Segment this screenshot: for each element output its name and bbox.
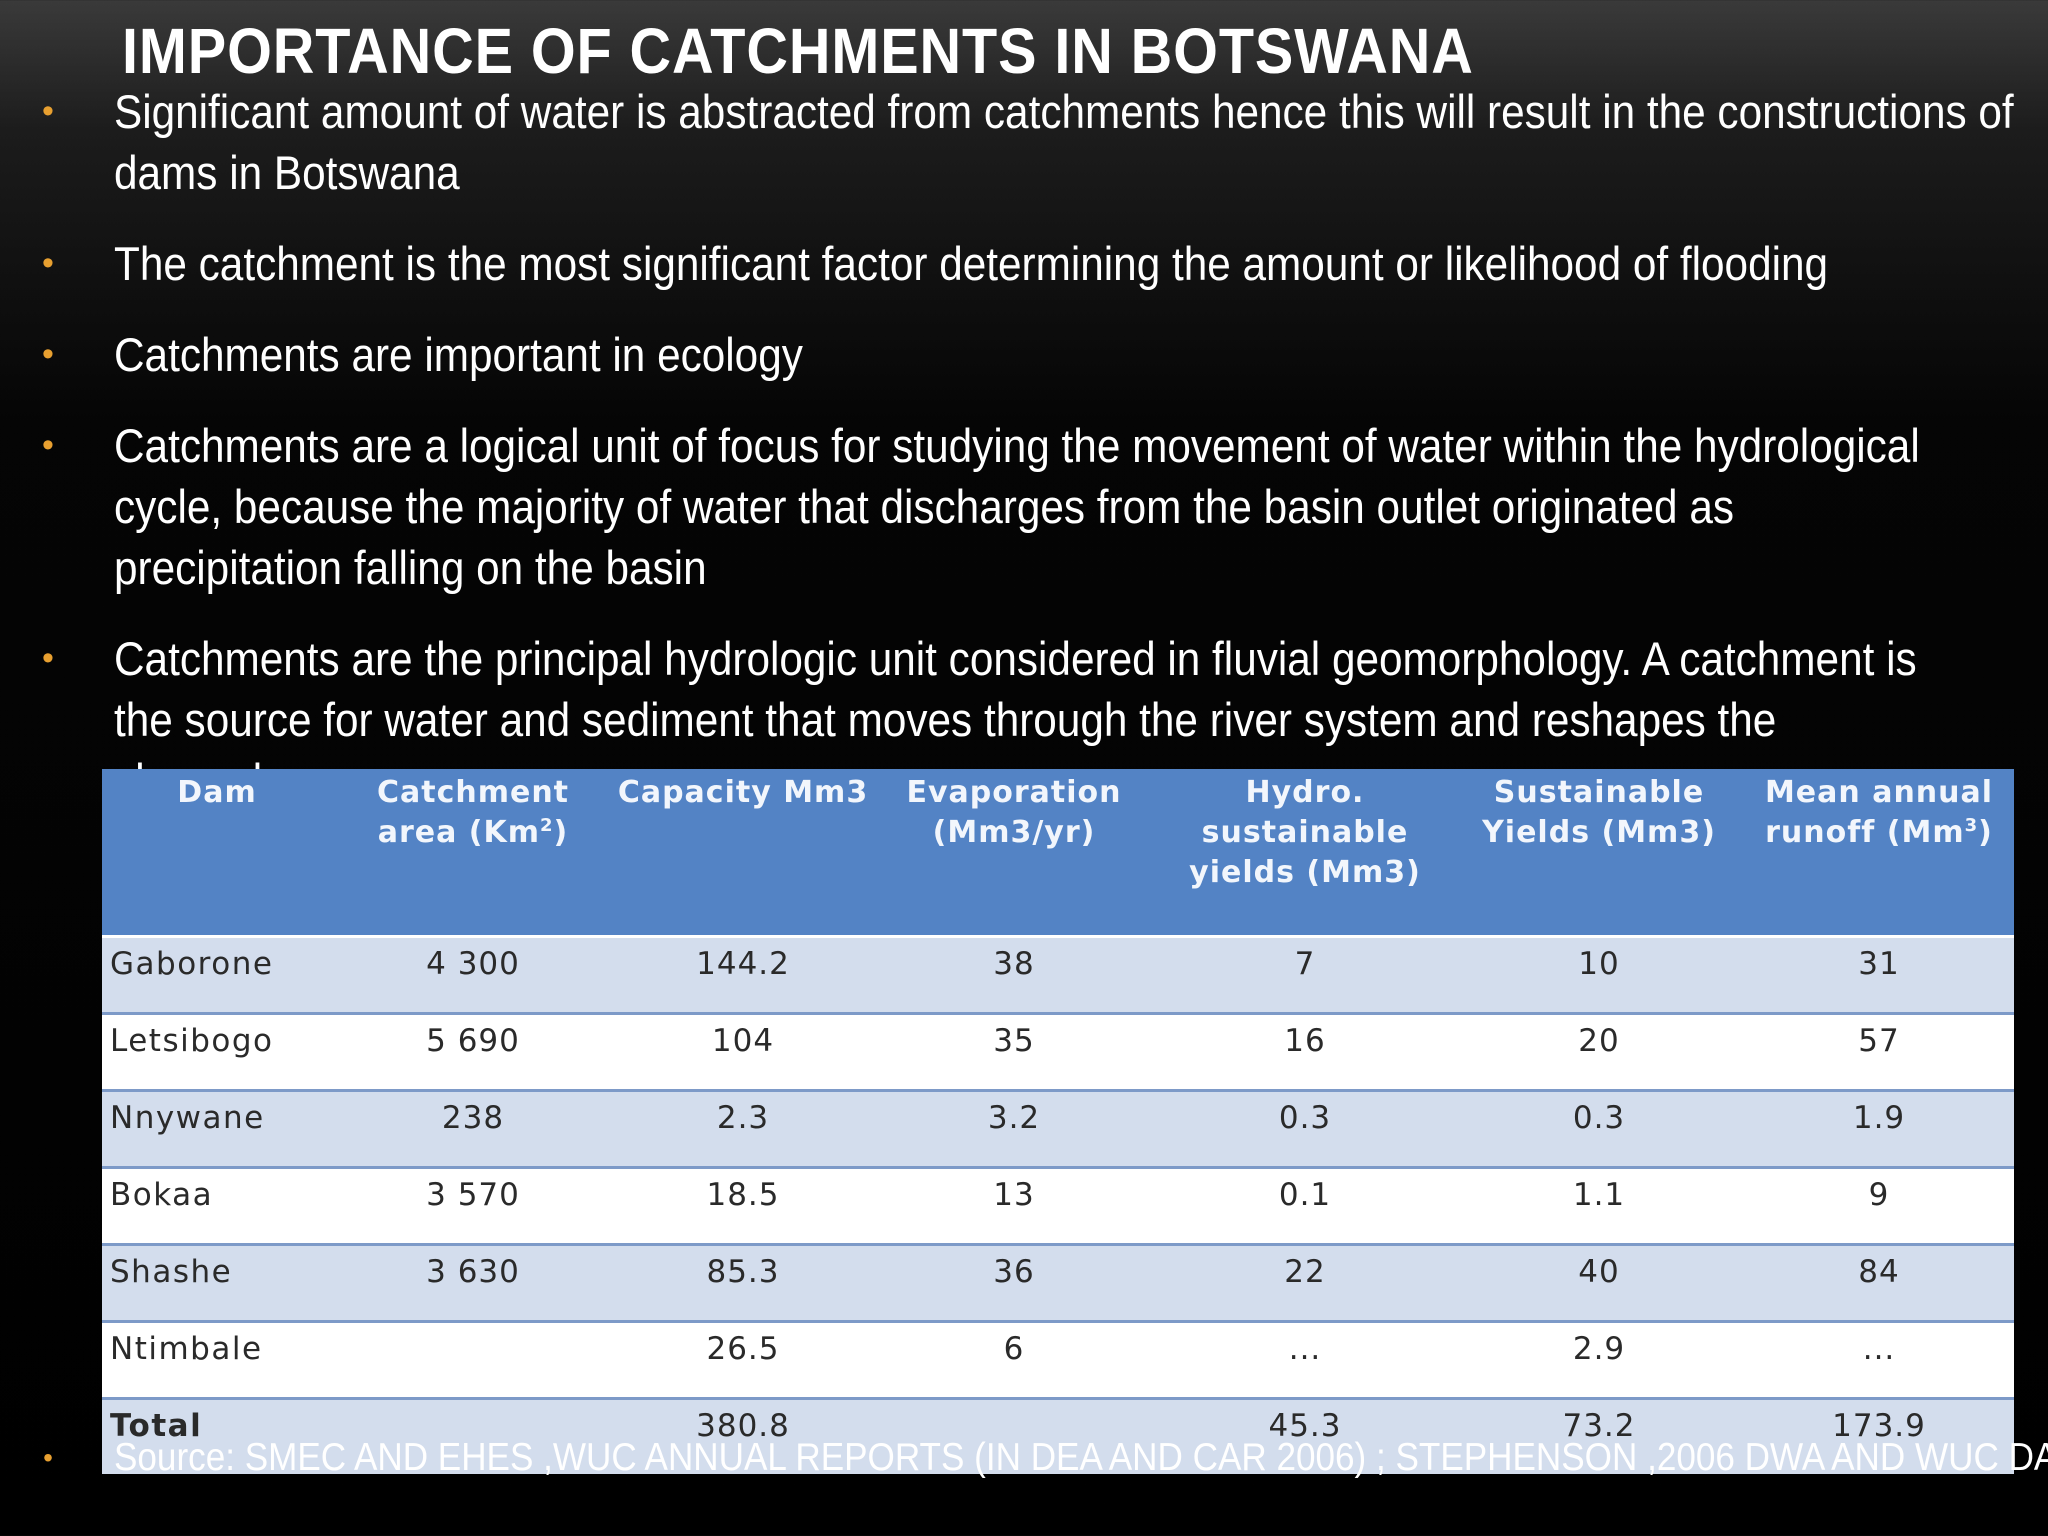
- table-cell: 1.1: [1454, 1167, 1744, 1246]
- bullet-text: Catchments are the principal hydrologic …: [114, 632, 1917, 807]
- table-cell: 3 630: [332, 1244, 614, 1323]
- table-cell: 380.8: [614, 1398, 872, 1474]
- table-cell: ...: [1156, 1321, 1454, 1400]
- table-cell: [332, 1321, 614, 1400]
- table-cell: 22: [1156, 1244, 1454, 1323]
- table-cell: 35: [872, 1013, 1156, 1092]
- bullet-dot-icon: •: [42, 426, 54, 464]
- bullet-dot-icon: •: [42, 92, 54, 130]
- table-cell: 36: [872, 1244, 1156, 1323]
- table-cell: 26.5: [614, 1321, 872, 1400]
- table-cell: 7: [1156, 936, 1454, 1015]
- table-cell: 18.5: [614, 1167, 872, 1246]
- slide-title: IMPORTANCE OF CATCHMENTS IN BOTSWANA: [122, 15, 1474, 87]
- table-cell: 85.3: [614, 1244, 872, 1323]
- table-cell: 40: [1454, 1244, 1744, 1323]
- table-cell: 84: [1744, 1244, 2014, 1323]
- table-cell: 20: [1454, 1013, 1744, 1092]
- table-cell: 5 690: [332, 1013, 614, 1092]
- table-cell: Total: [102, 1398, 332, 1474]
- header-evaporation: Evaporation (Mm3/yr): [872, 769, 1156, 938]
- header-sustainable-yields: Sustainable Yields (Mm3): [1454, 769, 1744, 938]
- header-dam: Dam: [102, 769, 332, 938]
- table-cell: 3 570: [332, 1167, 614, 1246]
- header-hydro-yields: Hydro. sustainable yields (Mm3): [1156, 769, 1454, 938]
- table-row: Ntimbale 26.5 6 ... 2.9 ...: [102, 1321, 2014, 1400]
- table-cell: 0.1: [1156, 1167, 1454, 1246]
- table-cell: 45.3: [1156, 1398, 1454, 1474]
- table-header-row: Dam Catchment area (Km2) Capacity Mm3 Ev…: [102, 769, 2014, 938]
- table-cell: 0.3: [1454, 1090, 1744, 1169]
- table-cell: 238: [332, 1090, 614, 1169]
- table-cell: 3.2: [872, 1090, 1156, 1169]
- table-cell: Nnywane: [102, 1090, 332, 1169]
- table-cell: 10: [1454, 936, 1744, 1015]
- table-cell: Ntimbale: [102, 1321, 332, 1400]
- table-cell: 6: [872, 1321, 1156, 1400]
- table-cell: 2.9: [1454, 1321, 1744, 1400]
- table-cell: ...: [1744, 1321, 2014, 1400]
- table-cell: Bokaa: [102, 1167, 332, 1246]
- table-cell: 0.3: [1156, 1090, 1454, 1169]
- table-cell: [872, 1398, 1156, 1474]
- table-row: Bokaa 3 570 18.5 13 0.1 1.1 9: [102, 1167, 2014, 1246]
- table-cell: 31: [1744, 936, 2014, 1015]
- table-cell: Letsibogo: [102, 1013, 332, 1092]
- dam-table-container: Dam Catchment area (Km2) Capacity Mm3 Ev…: [102, 769, 2014, 1474]
- table-cell: 104: [614, 1013, 872, 1092]
- table-cell: [332, 1398, 614, 1474]
- table-cell: 4 300: [332, 936, 614, 1015]
- table-cell: 2.3: [614, 1090, 872, 1169]
- bullet-dot-icon: •: [42, 639, 54, 677]
- bullet-dot-icon: •: [42, 335, 54, 373]
- table-cell: 57: [1744, 1013, 2014, 1092]
- table-cell: 144.2: [614, 936, 872, 1015]
- table-cell: 38: [872, 936, 1156, 1015]
- table-cell: Gaborone: [102, 936, 332, 1015]
- header-mean-runoff: Mean annual runoff (Mm3): [1744, 769, 2014, 938]
- bullet-text: Catchments are important in ecology: [114, 328, 803, 381]
- table-cell: 16: [1156, 1013, 1454, 1092]
- table-row: Nnywane 238 2.3 3.2 0.3 0.3 1.9: [102, 1090, 2014, 1169]
- bullet-dot-icon: •: [43, 1442, 53, 1473]
- bullet-text: The catchment is the most significant fa…: [114, 237, 1829, 290]
- table-row: Letsibogo 5 690 104 35 16 20 57: [102, 1013, 2014, 1092]
- bullet-dot-icon: •: [42, 244, 54, 282]
- table-cell: 173.9: [1744, 1398, 2014, 1474]
- table-cell: 1.9: [1744, 1090, 2014, 1169]
- table-row: Gaborone 4 300 144.2 38 7 10 31: [102, 936, 2014, 1015]
- bullet-text: Significant amount of water is abstracte…: [114, 85, 2014, 199]
- table-cell: 73.2: [1454, 1398, 1744, 1474]
- source-text: Source: SMEC AND EHES ,WUC ANNUAL REPORT…: [114, 1436, 2048, 1479]
- table-cell: Shashe: [102, 1244, 332, 1323]
- header-catchment-area: Catchment area (Km2): [332, 769, 614, 938]
- table-total-row: Total 380.8 45.3 73.2 173.9: [102, 1398, 2014, 1474]
- table-cell: 9: [1744, 1167, 2014, 1246]
- table-row: Shashe 3 630 85.3 36 22 40 84: [102, 1244, 2014, 1323]
- dam-table: Dam Catchment area (Km2) Capacity Mm3 Ev…: [102, 769, 2014, 1474]
- header-capacity: Capacity Mm3: [614, 769, 872, 938]
- table-cell: 13: [872, 1167, 1156, 1246]
- bullet-text: Catchments are a logical unit of focus f…: [114, 419, 1920, 594]
